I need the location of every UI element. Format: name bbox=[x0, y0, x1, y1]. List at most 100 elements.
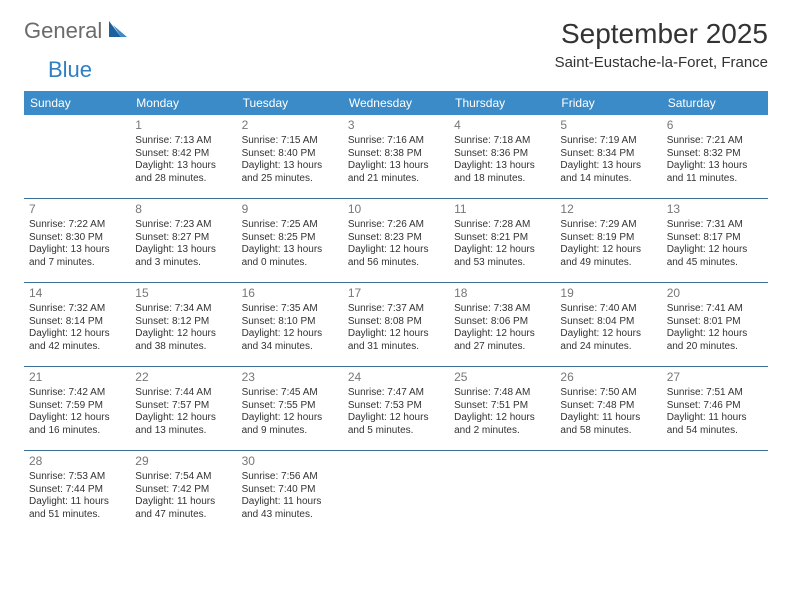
sunrise: Sunrise: 7:56 AM bbox=[242, 471, 338, 484]
day-number: 6 bbox=[667, 118, 763, 133]
day-number: 15 bbox=[135, 286, 231, 301]
calendar-cell: 27Sunrise: 7:51 AMSunset: 7:46 PMDayligh… bbox=[662, 367, 768, 451]
daylight: Daylight: 12 hours and 13 minutes. bbox=[135, 412, 231, 437]
sunrise: Sunrise: 7:48 AM bbox=[454, 387, 550, 400]
daylight: Daylight: 13 hours and 21 minutes. bbox=[348, 160, 444, 185]
calendar-cell: 25Sunrise: 7:48 AMSunset: 7:51 PMDayligh… bbox=[449, 367, 555, 451]
day-number: 21 bbox=[29, 370, 125, 385]
sunrise: Sunrise: 7:50 AM bbox=[560, 387, 656, 400]
sunrise: Sunrise: 7:42 AM bbox=[29, 387, 125, 400]
sunrise: Sunrise: 7:25 AM bbox=[242, 219, 338, 232]
sunset: Sunset: 8:34 PM bbox=[560, 148, 656, 161]
daylight: Daylight: 12 hours and 49 minutes. bbox=[560, 244, 656, 269]
day-number: 4 bbox=[454, 118, 550, 133]
daylight: Daylight: 12 hours and 34 minutes. bbox=[242, 328, 338, 353]
daylight: Daylight: 12 hours and 56 minutes. bbox=[348, 244, 444, 269]
day-header: Saturday bbox=[662, 91, 768, 115]
day-number: 29 bbox=[135, 454, 231, 469]
sunset: Sunset: 8:10 PM bbox=[242, 316, 338, 329]
sunset: Sunset: 7:57 PM bbox=[135, 400, 231, 413]
calendar-cell: 2Sunrise: 7:15 AMSunset: 8:40 PMDaylight… bbox=[237, 115, 343, 199]
daylight: Daylight: 12 hours and 53 minutes. bbox=[454, 244, 550, 269]
day-number: 7 bbox=[29, 202, 125, 217]
calendar-cell bbox=[662, 451, 768, 535]
daylight: Daylight: 11 hours and 47 minutes. bbox=[135, 496, 231, 521]
sunrise: Sunrise: 7:44 AM bbox=[135, 387, 231, 400]
calendar-cell: 7Sunrise: 7:22 AMSunset: 8:30 PMDaylight… bbox=[24, 199, 130, 283]
calendar-cell: 14Sunrise: 7:32 AMSunset: 8:14 PMDayligh… bbox=[24, 283, 130, 367]
sunset: Sunset: 8:32 PM bbox=[667, 148, 763, 161]
day-number: 5 bbox=[560, 118, 656, 133]
sunset: Sunset: 8:27 PM bbox=[135, 232, 231, 245]
daylight: Daylight: 12 hours and 45 minutes. bbox=[667, 244, 763, 269]
daylight: Daylight: 12 hours and 42 minutes. bbox=[29, 328, 125, 353]
calendar-cell: 19Sunrise: 7:40 AMSunset: 8:04 PMDayligh… bbox=[555, 283, 661, 367]
sunset: Sunset: 8:30 PM bbox=[29, 232, 125, 245]
sunrise: Sunrise: 7:23 AM bbox=[135, 219, 231, 232]
day-header: Monday bbox=[130, 91, 236, 115]
calendar-cell: 8 Sunrise: 7:23 AMSunset: 8:27 PMDaylight… bbox=[130, 199, 236, 283]
day-header: Friday bbox=[555, 91, 661, 115]
calendar-cell bbox=[24, 115, 130, 199]
day-number: 27 bbox=[667, 370, 763, 385]
day-number: 1 bbox=[135, 118, 231, 133]
daylight: Daylight: 11 hours and 58 minutes. bbox=[560, 412, 656, 437]
calendar-cell: 4Sunrise: 7:18 AMSunset: 8:36 PMDaylight… bbox=[449, 115, 555, 199]
sunset: Sunset: 7:59 PM bbox=[29, 400, 125, 413]
day-number: 25 bbox=[454, 370, 550, 385]
sunrise: Sunrise: 7:19 AM bbox=[560, 135, 656, 148]
day-number: 20 bbox=[667, 286, 763, 301]
daylight: Daylight: 12 hours and 20 minutes. bbox=[667, 328, 763, 353]
calendar-cell: 18Sunrise: 7:38 AMSunset: 8:06 PMDayligh… bbox=[449, 283, 555, 367]
daylight: Daylight: 11 hours and 54 minutes. bbox=[667, 412, 763, 437]
sunrise: Sunrise: 7:54 AM bbox=[135, 471, 231, 484]
sunrise: Sunrise: 7:15 AM bbox=[242, 135, 338, 148]
sunrise: Sunrise: 7:21 AM bbox=[667, 135, 763, 148]
daylight: Daylight: 12 hours and 5 minutes. bbox=[348, 412, 444, 437]
daylight: Daylight: 13 hours and 0 minutes. bbox=[242, 244, 338, 269]
calendar-cell: 6Sunrise: 7:21 AMSunset: 8:32 PMDaylight… bbox=[662, 115, 768, 199]
sunrise: Sunrise: 7:35 AM bbox=[242, 303, 338, 316]
daylight: Daylight: 13 hours and 14 minutes. bbox=[560, 160, 656, 185]
day-number: 13 bbox=[667, 202, 763, 217]
day-number: 28 bbox=[29, 454, 125, 469]
day-number: 16 bbox=[242, 286, 338, 301]
calendar-cell: 28Sunrise: 7:53 AMSunset: 7:44 PMDayligh… bbox=[24, 451, 130, 535]
sunset: Sunset: 7:44 PM bbox=[29, 484, 125, 497]
calendar-cell: 15Sunrise: 7:34 AMSunset: 8:12 PMDayligh… bbox=[130, 283, 236, 367]
day-header: Wednesday bbox=[343, 91, 449, 115]
calendar-row: 7 Sunrise: 7:22 AMSunset: 8:30 PM Daylight… bbox=[24, 199, 768, 283]
daylight: Daylight: 12 hours and 24 minutes. bbox=[560, 328, 656, 353]
calendar-cell: 9Sunrise: 7:25 AMSunset: 8:25 PMDaylight… bbox=[237, 199, 343, 283]
sunset: Sunset: 8:14 PM bbox=[29, 316, 125, 329]
day-number: 30 bbox=[242, 454, 338, 469]
sunset: Sunset: 8:19 PM bbox=[560, 232, 656, 245]
calendar-cell: 16 Sunrise: 7:35 AMSunset: 8:10 PMDayligh… bbox=[237, 283, 343, 367]
daylight: Daylight: 12 hours and 2 minutes. bbox=[454, 412, 550, 437]
sunrise: Sunrise: 7:13 AM bbox=[135, 135, 231, 148]
sunset: Sunset: 8:36 PM bbox=[454, 148, 550, 161]
sunset: Sunset: 8:21 PM bbox=[454, 232, 550, 245]
calendar-cell: 29Sunrise: 7:54 AMSunset: 7:42 PMDayligh… bbox=[130, 451, 236, 535]
calendar-cell: 22Sunrise: 7:44 AMSunset: 7:57 PMDayligh… bbox=[130, 367, 236, 451]
day-number: 11 bbox=[454, 202, 550, 217]
calendar-cell: 21 Sunrise: 7:42 AMSunset: 7:59 PMDayligh… bbox=[24, 367, 130, 451]
daylight: Daylight: 13 hours and 3 minutes. bbox=[135, 244, 231, 269]
sunrise: Sunrise: 7:22 AM bbox=[29, 219, 125, 232]
day-number: 14 bbox=[29, 286, 125, 301]
sunrise: Sunrise: 7:40 AM bbox=[560, 303, 656, 316]
sunrise: Sunrise: 7:34 AM bbox=[135, 303, 231, 316]
logo-text-blue: Blue bbox=[48, 57, 92, 82]
sunset: Sunset: 8:23 PM bbox=[348, 232, 444, 245]
calendar-row: 1Sunrise: 7:13 AMSunset: 8:42 PMDaylight… bbox=[24, 115, 768, 199]
calendar-cell: 10Sunrise: 7:26 AMSunset: 8:23 PMDayligh… bbox=[343, 199, 449, 283]
sunset: Sunset: 8:12 PM bbox=[135, 316, 231, 329]
day-number: 3 bbox=[348, 118, 444, 133]
daylight: Daylight: 12 hours and 16 minutes. bbox=[29, 412, 125, 437]
sunset: Sunset: 7:48 PM bbox=[560, 400, 656, 413]
day-number: 8 bbox=[135, 202, 231, 217]
sunrise: Sunrise: 7:18 AM bbox=[454, 135, 550, 148]
logo-sail-icon bbox=[107, 19, 129, 44]
day-number: 26 bbox=[560, 370, 656, 385]
daylight: Daylight: 13 hours and 28 minutes. bbox=[135, 160, 231, 185]
